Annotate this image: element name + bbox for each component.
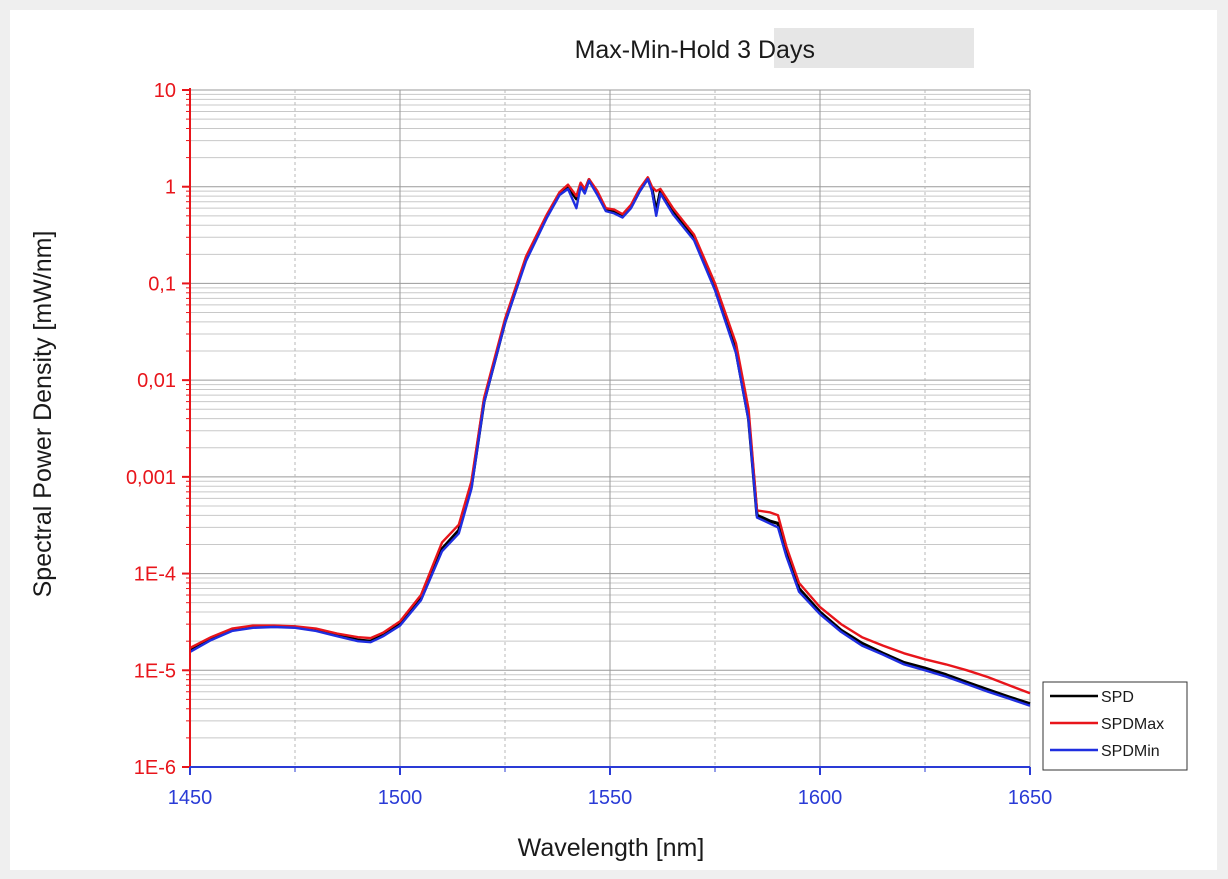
- y-tick-label: 1E-5: [134, 660, 176, 682]
- spectral-chart: 1E-6 1E-5 1E-4 0,001 0,01 0,1 1 10 1450 1500 1550 1…: [29, 28, 1188, 862]
- y-tick-label: 0,001: [126, 467, 176, 489]
- chart-title-suffix: Days: [758, 36, 815, 64]
- chart-title: Max-Min-Hold 3: [575, 36, 751, 64]
- ticks-layer: 1E-6 1E-5 1E-4 0,001 0,01 0,1 1 10 1450 1500 1550 1…: [126, 80, 1052, 809]
- series-line-spdmin: [189, 177, 1031, 707]
- x-tick-label: 1550: [588, 787, 633, 809]
- y-tick-label: 0,1: [148, 273, 176, 295]
- legend-label-spdmax: SPDMax: [1101, 716, 1164, 733]
- legend: SPD SPDMax SPDMin: [1042, 681, 1188, 771]
- plot-area: 1E-6 1E-5 1E-4 0,001 0,01 0,1 1 10 1450 1500 1550 1…: [10, 10, 1217, 870]
- y-tick-label: 1: [165, 177, 176, 199]
- x-tick-label: 1500: [378, 787, 423, 809]
- y-axis-label: Spectral Power Density [mW/nm]: [29, 231, 57, 598]
- series-line-spdmax: [189, 176, 1031, 695]
- x-axis-label: Wavelength [nm]: [518, 834, 705, 862]
- y-tick-label: 0,01: [137, 370, 176, 392]
- series-layer: [189, 176, 1031, 707]
- y-tick-label: 1E-6: [134, 757, 176, 779]
- legend-label-spd: SPD: [1101, 689, 1134, 706]
- x-tick-label: 1600: [798, 787, 843, 809]
- grid-layer: [190, 89, 1031, 768]
- legend-label-spdmin: SPDMin: [1101, 743, 1160, 760]
- x-tick-label: 1450: [168, 787, 213, 809]
- y-tick-label: 1E-4: [134, 564, 176, 586]
- y-tick-label: 10: [154, 80, 176, 102]
- title-days-highlight: [774, 28, 974, 68]
- x-tick-label: 1650: [1008, 787, 1053, 809]
